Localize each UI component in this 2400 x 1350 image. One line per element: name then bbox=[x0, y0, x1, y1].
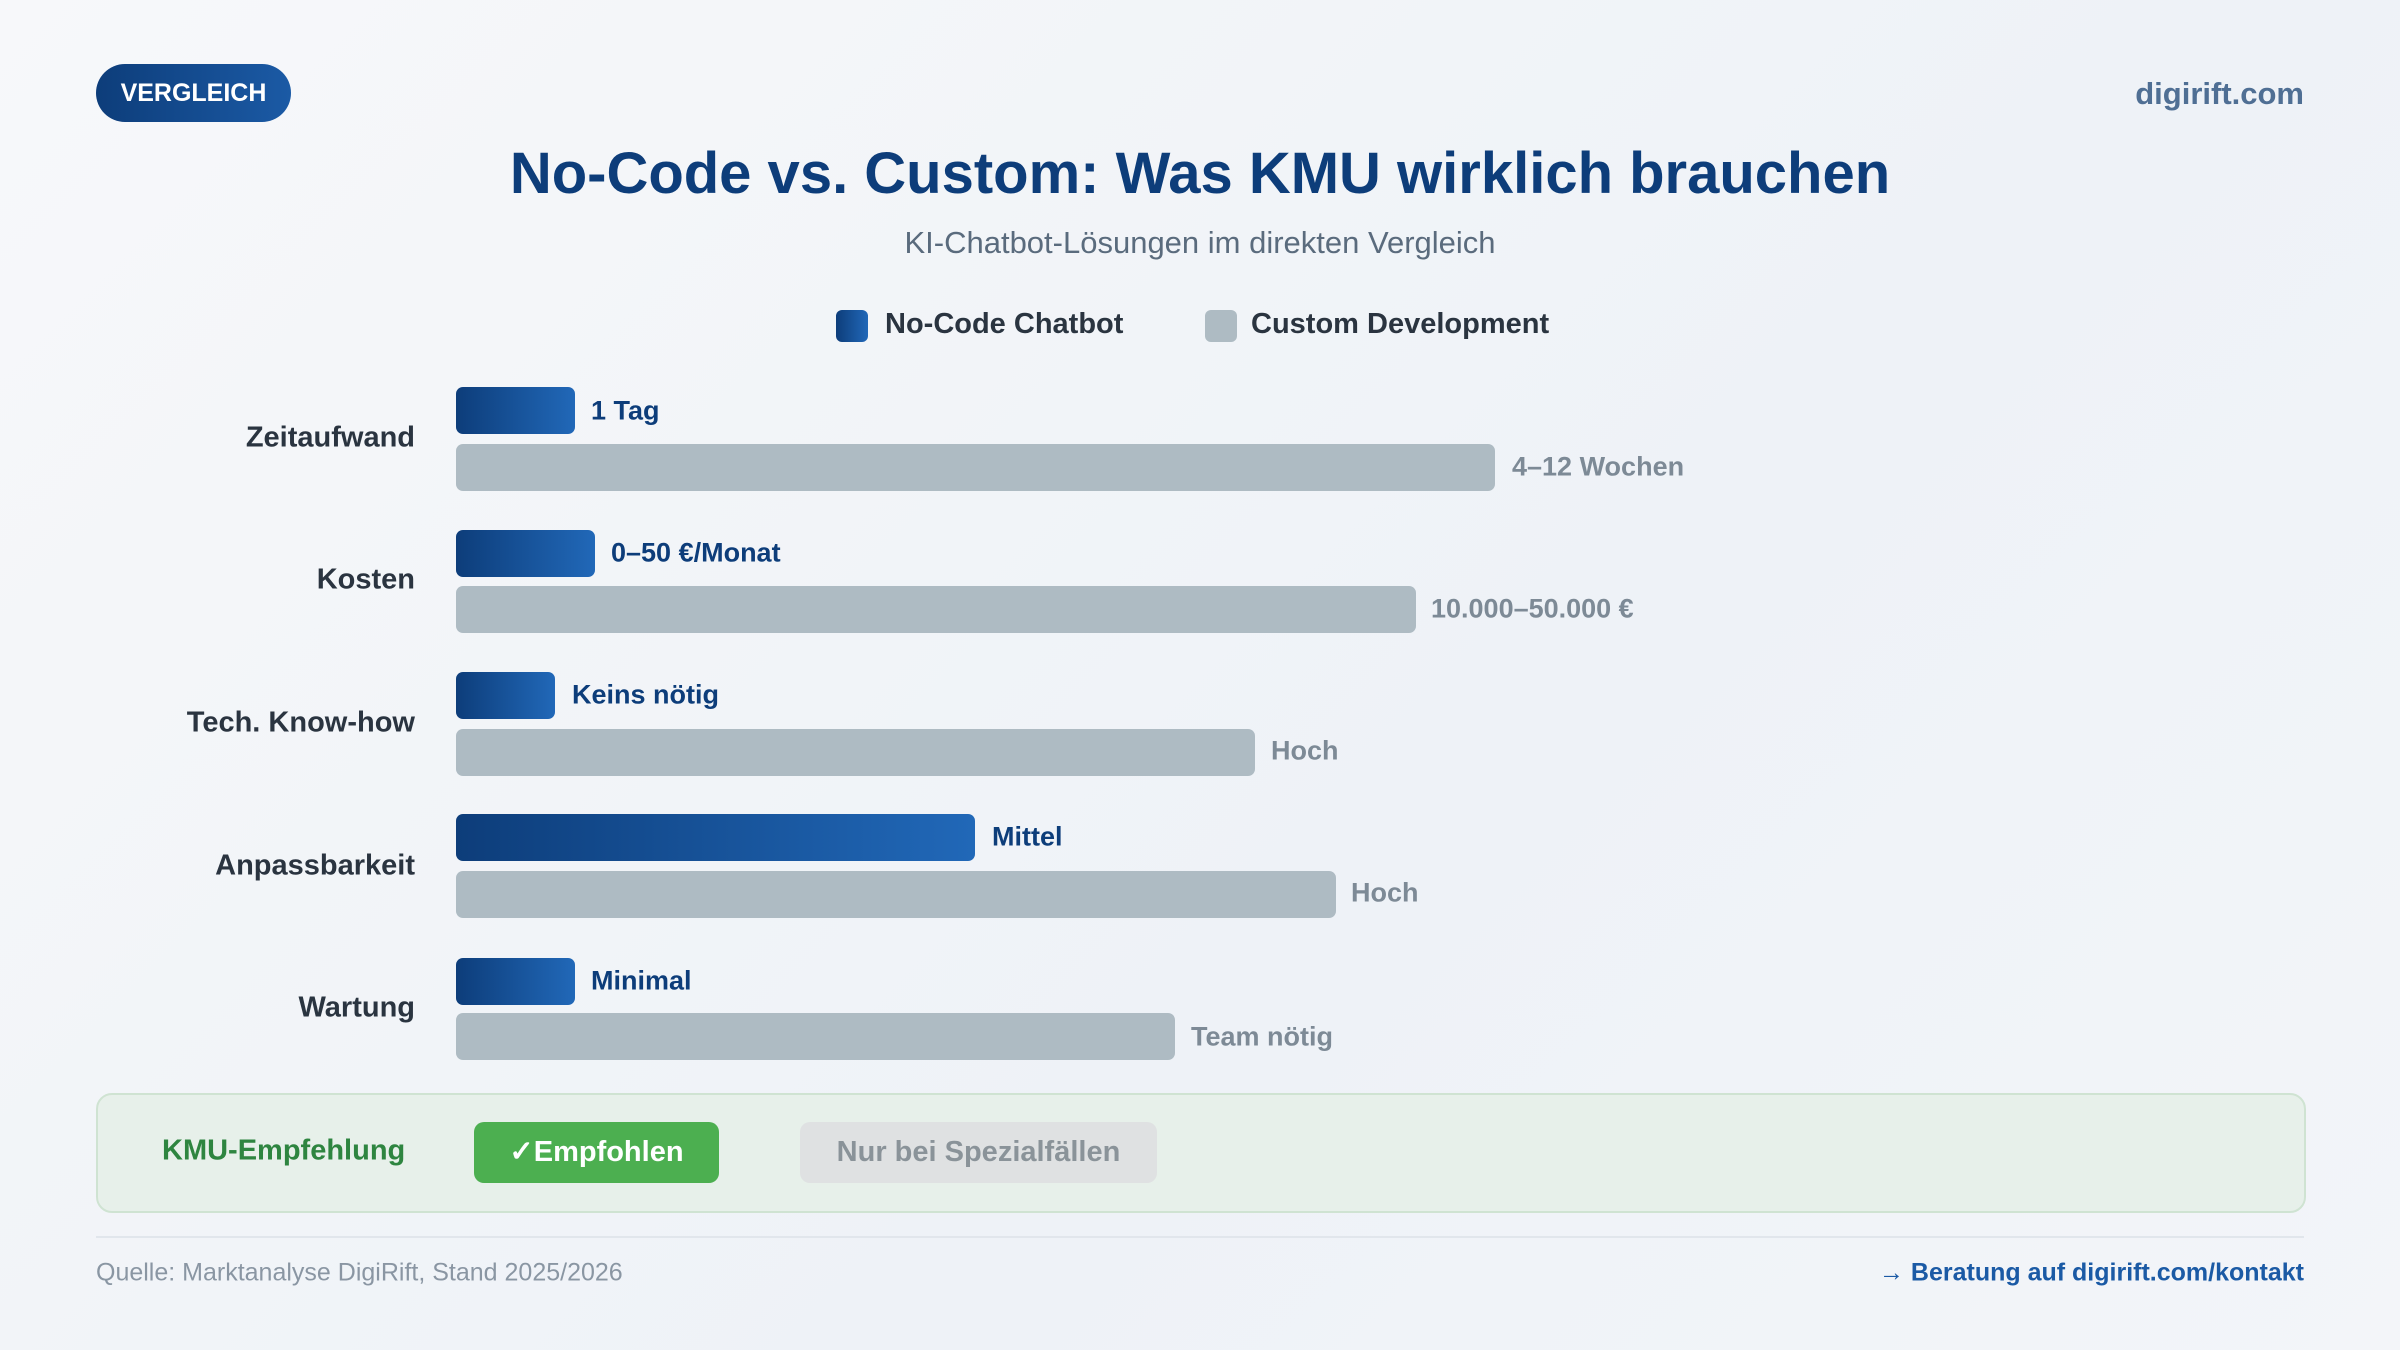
custom-bar bbox=[456, 444, 1495, 491]
row-label: Wartung bbox=[298, 991, 415, 1024]
custom-bar bbox=[456, 871, 1336, 918]
no-code-value: 0–50 €/Monat bbox=[611, 537, 781, 568]
legend-swatch bbox=[1205, 310, 1237, 342]
recommended-tag: ✓Empfohlen bbox=[474, 1122, 719, 1183]
no-code-bar bbox=[456, 672, 555, 719]
custom-value: Hoch bbox=[1351, 877, 1419, 908]
custom-value: 4–12 Wochen bbox=[1512, 451, 1685, 482]
row-label: Kosten bbox=[316, 563, 415, 596]
no-code-bar bbox=[456, 387, 575, 434]
no-code-bar bbox=[456, 958, 575, 1005]
legend-label: Custom Development bbox=[1251, 308, 1550, 340]
custom-value: Hoch bbox=[1271, 735, 1339, 766]
no-code-value: Keins nötig bbox=[572, 679, 719, 710]
source-note: Quelle: Marktanalyse DigiRift, Stand 202… bbox=[96, 1258, 623, 1287]
title: No-Code vs. Custom: Was KMU wirklich bra… bbox=[509, 141, 1891, 206]
recommendation-box bbox=[96, 1093, 2306, 1213]
custom-value: 10.000–50.000 € bbox=[1431, 593, 1634, 624]
no-code-value: Minimal bbox=[591, 965, 692, 996]
legend-swatch bbox=[836, 310, 868, 342]
custom-bar bbox=[456, 729, 1255, 776]
no-code-value: 1 Tag bbox=[591, 395, 660, 426]
custom-bar bbox=[456, 1013, 1175, 1060]
no-code-bar bbox=[456, 814, 975, 861]
row-label: Tech. Know-how bbox=[186, 706, 415, 739]
no-code-value: Mittel bbox=[992, 821, 1063, 852]
badge: VERGLEICH bbox=[96, 64, 291, 122]
custom-value: Team nötig bbox=[1191, 1021, 1334, 1052]
divider bbox=[96, 1236, 2304, 1238]
contact-link[interactable]: → Beratung auf digirift.com/kontakt bbox=[1878, 1258, 2304, 1287]
row-label: Anpassbarkeit bbox=[215, 849, 415, 882]
custom-bar bbox=[456, 586, 1416, 633]
row-label: Zeitaufwand bbox=[245, 421, 415, 454]
legend-label: No-Code Chatbot bbox=[885, 308, 1124, 340]
special-case-tag: Nur bei Spezialfällen bbox=[800, 1122, 1157, 1183]
site-link[interactable]: digirift.com bbox=[2135, 76, 2304, 111]
recommendation-label: KMU-Empfehlung bbox=[162, 1134, 406, 1167]
no-code-bar bbox=[456, 530, 595, 577]
subtitle: KI-Chatbot-Lösungen im direkten Vergleic… bbox=[904, 225, 1496, 260]
